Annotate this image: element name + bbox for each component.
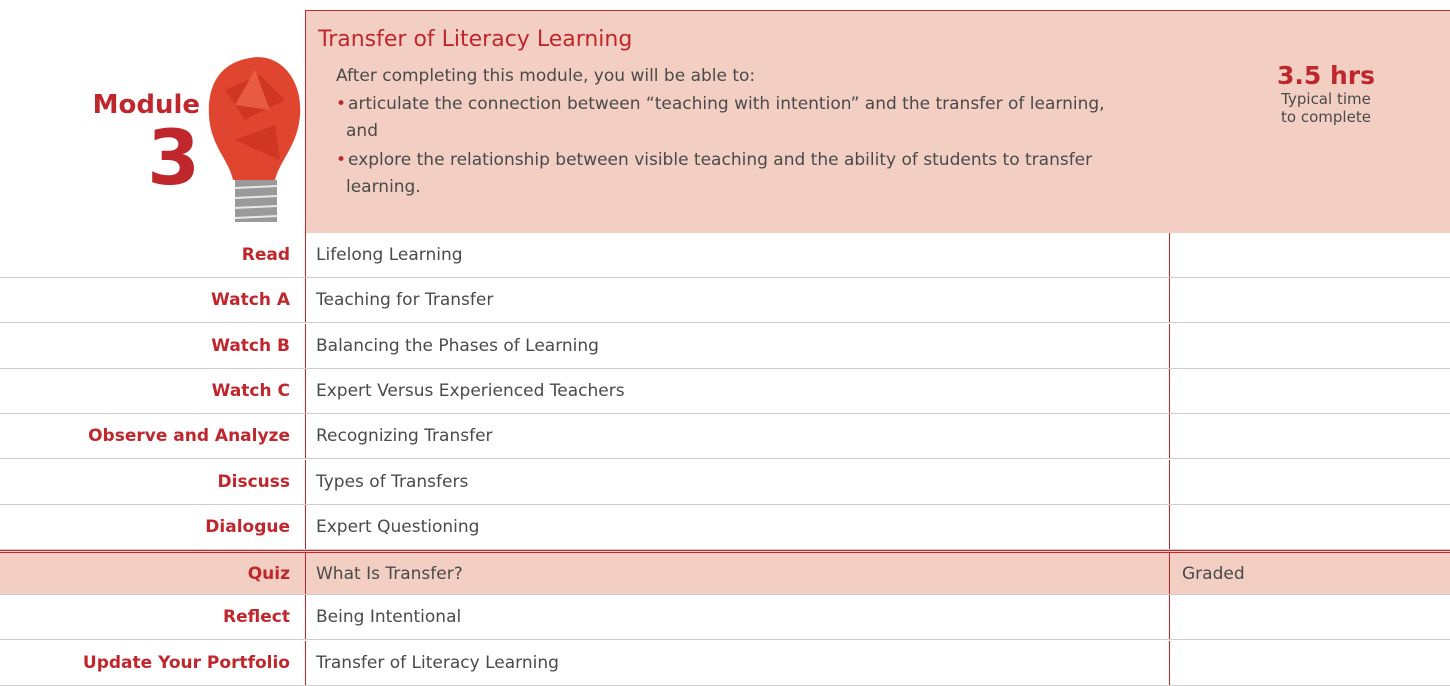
activity-row: Observe and Analyze Recognizing Transfer	[0, 414, 1450, 460]
objective: explore the relationship between visible…	[336, 147, 1136, 201]
activity-type: Watch A	[211, 290, 290, 311]
activity-row: Read Lifelong Learning	[0, 233, 1450, 278]
intro: After completing this module, you will b…	[336, 66, 756, 86]
activity-type: Read	[241, 245, 290, 265]
activity-type: Discuss	[217, 471, 290, 492]
activity-title: Recognizing Transfer	[305, 414, 1170, 459]
activity-row: Update Your Portfolio Transfer of Literac…	[0, 640, 1450, 686]
time-caption-line: to complete	[1281, 108, 1371, 126]
activity-title: Expert Questioning	[305, 504, 1170, 549]
activity-row: Reflect Being Intentional	[0, 595, 1450, 641]
activity-row: Discuss Types of Transfers	[0, 459, 1450, 505]
bulb-icon	[208, 57, 301, 222]
activity-type: Quiz	[247, 563, 290, 584]
activity-title: Types of Transfers	[305, 459, 1170, 504]
module-label: Module	[92, 90, 200, 120]
activity-type: Reflect	[223, 607, 290, 628]
objectives: articulate the connection between “teach…	[336, 91, 1136, 203]
time-value: 3.5 hrs	[1277, 61, 1375, 90]
activity-title: Lifelong Learning	[305, 233, 1170, 277]
activity-title: Balancing the Phases of Learning	[305, 323, 1170, 368]
objective: articulate the connection between “teach…	[336, 91, 1136, 145]
activity-type: Observe and Analyze	[88, 426, 290, 447]
activity-row: Quiz What Is Transfer? Graded	[0, 550, 1450, 596]
module-title: Transfer of Literacy Learning	[318, 27, 633, 52]
activity-status: Graded	[1182, 563, 1245, 584]
activity-row: Watch A Teaching for Transfer	[0, 278, 1450, 324]
module-number: 3	[147, 113, 200, 202]
module-header: Transfer of Literacy Learning After comp…	[305, 10, 1450, 233]
activity-row: Watch C Expert Versus Experienced Teacher…	[0, 368, 1450, 414]
activity-type: Update Your Portfolio	[82, 652, 290, 673]
activity-title: Transfer of Literacy Learning	[305, 640, 1170, 685]
activity-title: Being Intentional	[305, 595, 1170, 640]
activity-row: Dialogue Expert Questioning	[0, 504, 1450, 550]
activity-type: Dialogue	[205, 516, 290, 537]
time-caption-line: Typical time	[1281, 90, 1371, 108]
time-caption: Typical time to complete	[1236, 90, 1416, 126]
activity-title: What Is Transfer?	[305, 553, 1170, 595]
activity-type: Watch B	[211, 335, 290, 356]
time-box: 3.5 hrs Typical time to complete	[1236, 61, 1416, 126]
activity-title: Teaching for Transfer	[305, 278, 1170, 323]
activity-title: Expert Versus Experienced Teachers	[305, 368, 1170, 413]
activity-type: Watch C	[211, 380, 290, 401]
activity-row: Watch B Balancing the Phases of Learning	[0, 323, 1450, 369]
